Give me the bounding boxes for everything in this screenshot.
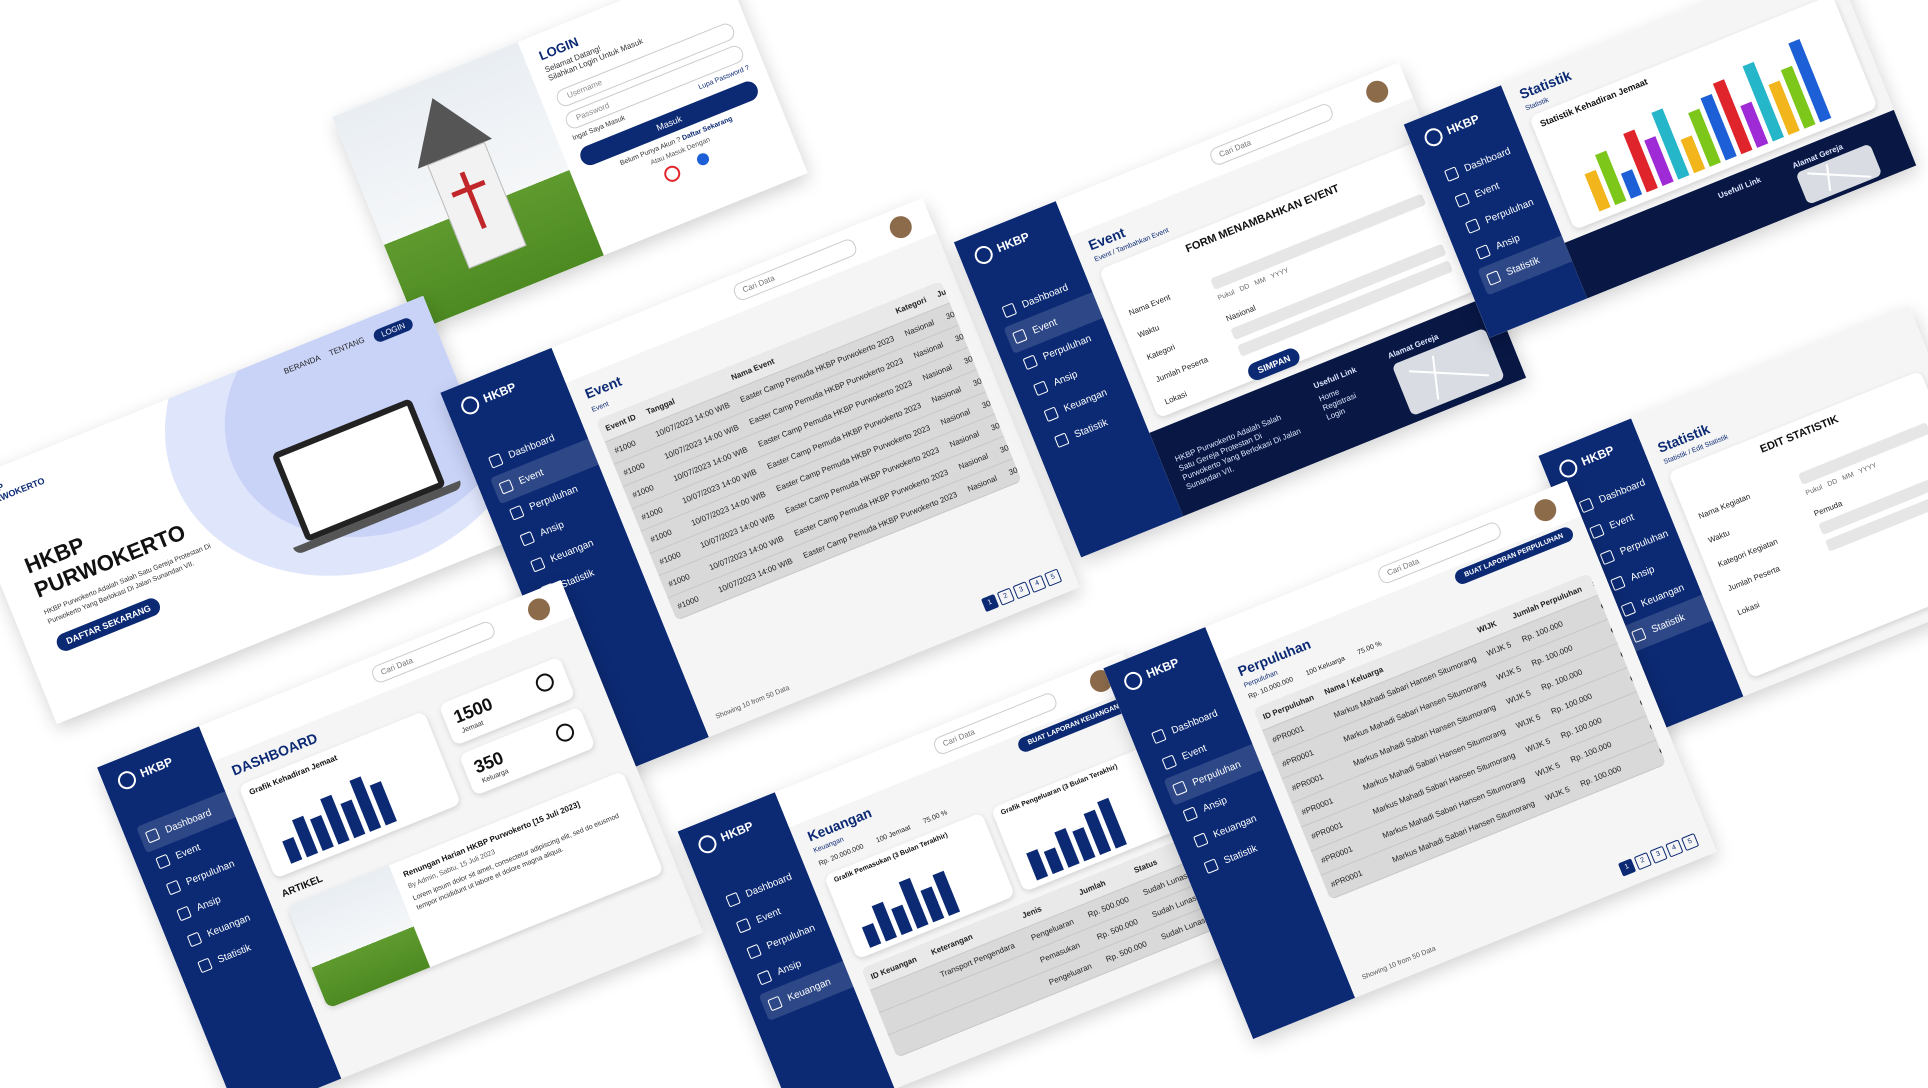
- stat-percent: 75.00 %: [922, 809, 949, 826]
- page-button[interactable]: 1: [980, 593, 1000, 613]
- sidebar-logo: HKBP: [1121, 654, 1183, 693]
- showing-text: Showing 10 from 50 Data: [714, 684, 791, 721]
- more-icon[interactable]: [1599, 598, 1612, 611]
- more-icon[interactable]: [1638, 695, 1651, 708]
- search-input[interactable]: Cari Data: [369, 619, 497, 685]
- sidebar-logo: HKBP: [1556, 442, 1618, 481]
- users-icon: [553, 720, 577, 745]
- avatar[interactable]: [886, 212, 916, 242]
- avatar[interactable]: [1530, 495, 1560, 525]
- sidebar-logo: HKBP: [695, 818, 757, 856]
- page-button[interactable]: 4: [1665, 839, 1684, 858]
- breadcrumb[interactable]: Event: [590, 400, 610, 414]
- bar: [861, 922, 882, 948]
- more-icon[interactable]: [1619, 647, 1632, 659]
- money-icon: [529, 556, 546, 573]
- bar: [1043, 847, 1064, 875]
- sidebar-logo: HKBP: [1421, 111, 1483, 149]
- time-pukul[interactable]: Pukul: [1804, 484, 1824, 498]
- page-button[interactable]: 2: [1633, 852, 1652, 871]
- page-button[interactable]: 4: [1028, 574, 1047, 594]
- page-button[interactable]: 5: [1681, 832, 1700, 852]
- page-button[interactable]: 5: [1044, 568, 1063, 587]
- page-title: Event: [582, 372, 624, 402]
- more-icon[interactable]: [1658, 743, 1667, 756]
- page-button[interactable]: 3: [1012, 581, 1031, 600]
- more-icon[interactable]: [1609, 623, 1622, 635]
- page-button[interactable]: 1: [1617, 858, 1637, 877]
- landing-logo: HKBP PURWOKERTO: [0, 475, 47, 510]
- user-icon: [533, 670, 557, 695]
- time-pukul[interactable]: Pukul: [1216, 289, 1236, 303]
- page-button[interactable]: 2: [996, 587, 1015, 606]
- bar: [282, 836, 303, 864]
- sidebar-logo: HKBP: [972, 228, 1033, 267]
- more-icon[interactable]: [1629, 671, 1641, 684]
- sidebar-logo: HKBP: [458, 379, 519, 418]
- time-mm[interactable]: MM: [1841, 471, 1855, 483]
- avatar[interactable]: [1362, 77, 1392, 107]
- wallet-icon: [509, 504, 525, 521]
- time-dd[interactable]: DD: [1826, 477, 1839, 489]
- map-image[interactable]: [1391, 327, 1506, 417]
- footer-description: HKBP Purwokerto Adalah Salah Satu Gereja…: [1173, 412, 1303, 492]
- avatar[interactable]: [524, 595, 554, 624]
- calendar-icon: [498, 478, 515, 495]
- dashboard-icon: [488, 453, 504, 469]
- page-button[interactable]: 3: [1649, 845, 1668, 864]
- google-icon[interactable]: [661, 163, 683, 185]
- showing-text: Showing 10 from 50 Data: [1360, 945, 1437, 982]
- time-yyyy[interactable]: YYYY: [1270, 267, 1291, 281]
- time-mm[interactable]: MM: [1253, 276, 1268, 288]
- search-input[interactable]: Cari Data: [731, 237, 859, 303]
- archive-icon: [519, 530, 536, 547]
- more-icon[interactable]: [1648, 719, 1661, 732]
- time-dd[interactable]: DD: [1238, 282, 1251, 294]
- useful-link-title: Usefull Link: [1716, 175, 1763, 201]
- facebook-icon[interactable]: [695, 151, 711, 168]
- statistik-screen: HKBP Dashboard Event Perpuluhan Ansip St…: [1403, 0, 1917, 338]
- search-input[interactable]: Cari Data: [1207, 101, 1336, 168]
- sidebar-logo: HKBP: [115, 753, 176, 792]
- stat-percent: 75.00 %: [1356, 640, 1383, 657]
- time-yyyy[interactable]: YYYY: [1857, 462, 1878, 476]
